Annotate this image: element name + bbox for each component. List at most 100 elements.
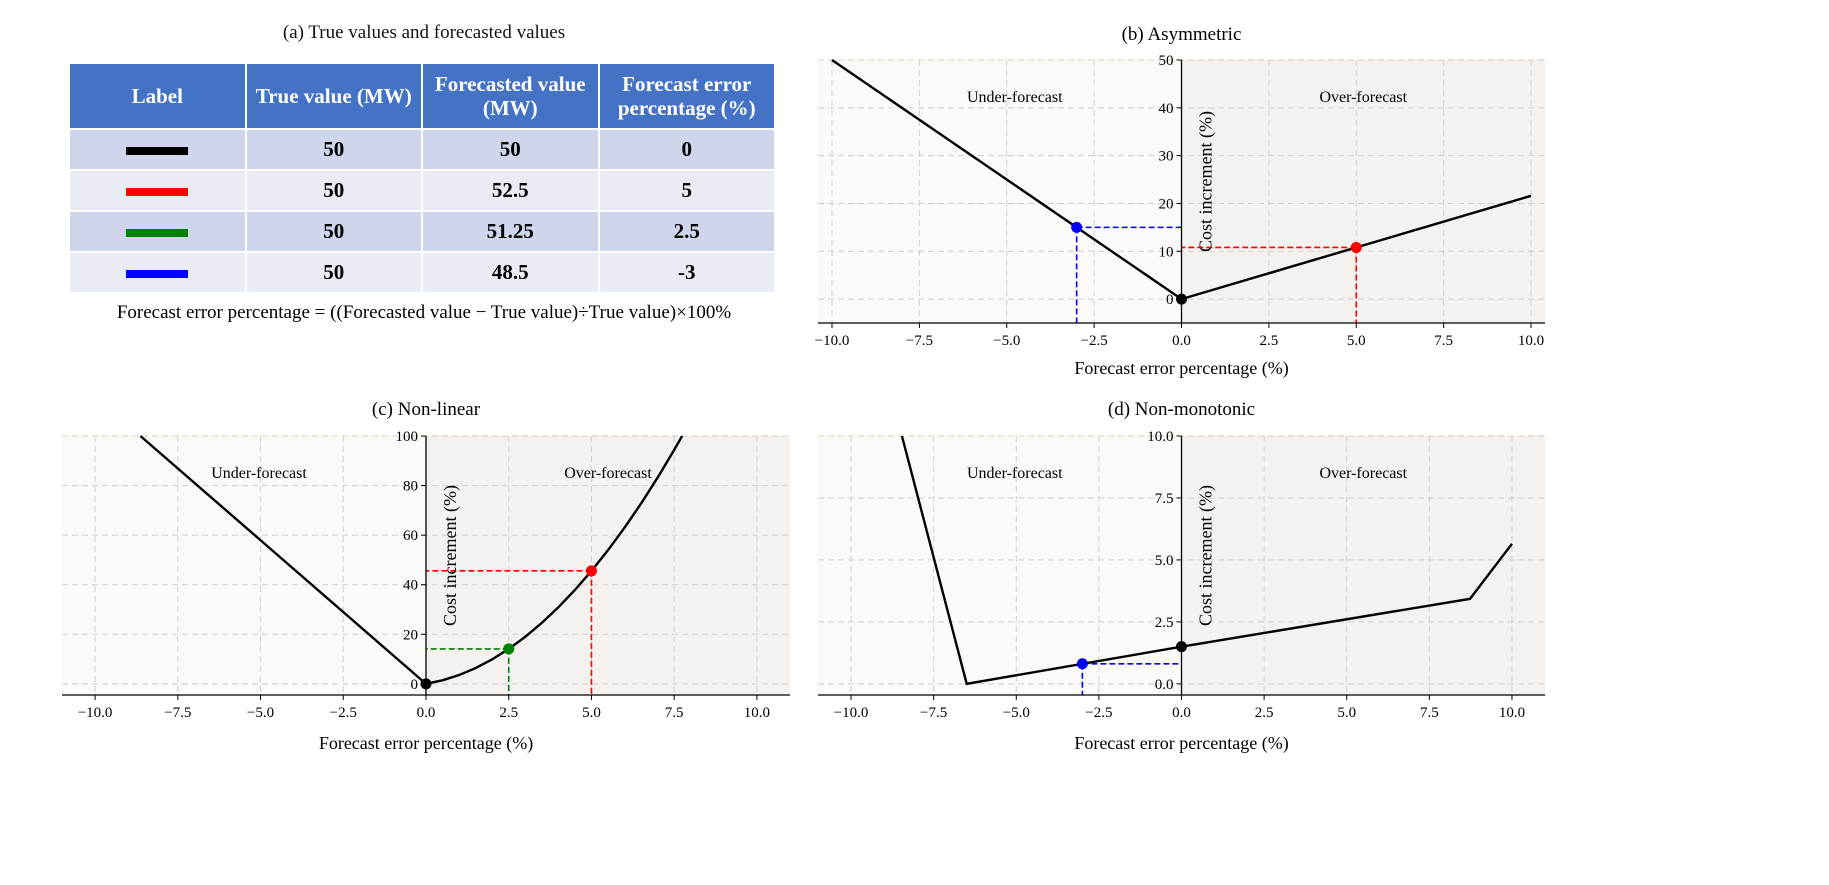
- cost-curve-line: [139, 435, 684, 686]
- error-percentage-cell: -3: [597, 251, 776, 294]
- forecasted-value-cell: 50: [421, 128, 600, 171]
- y-tick-label: 2.5: [1155, 615, 1174, 631]
- table-header-row: Label True value (MW) Forecasted value (…: [68, 64, 776, 130]
- chart-title: (d) Non-monotonic: [1108, 399, 1255, 420]
- y-tick-label: 20: [403, 627, 418, 643]
- label-cell: [68, 169, 247, 212]
- x-tick-label: −7.5: [164, 705, 191, 721]
- header-error-percentage: Forecast error percentage (%): [597, 64, 776, 130]
- y-tick-label: 50: [1159, 53, 1174, 69]
- y-tick-label: 40: [1159, 101, 1174, 117]
- y-axis-label: Cost increment (%): [440, 485, 461, 626]
- under-forecast-region: [818, 436, 1182, 695]
- chart-d: Under-forecast Over-forecast −10.0 −7.5 −5.0…: [818, 399, 1545, 754]
- x-tick-label: 7.5: [665, 705, 684, 721]
- x-tick-label: 10.0: [1499, 705, 1525, 721]
- y-tick-label: 60: [403, 528, 418, 544]
- x-tick-label: −5.0: [1003, 705, 1030, 721]
- y-tick-label: 20: [1159, 196, 1174, 212]
- data-point-marker: [1176, 641, 1187, 653]
- true-value-cell: 50: [244, 169, 423, 212]
- x-tick-label: 0.0: [1172, 333, 1191, 349]
- y-tick-label: 10.0: [1147, 429, 1173, 445]
- label-cell: [68, 251, 247, 294]
- y-tick-label: 80: [403, 479, 418, 495]
- chart-title: (c) Non-linear: [372, 399, 481, 420]
- x-tick-label: 5.0: [582, 705, 601, 721]
- data-point-marker: [1076, 658, 1088, 670]
- x-tick-label: 7.5: [1434, 333, 1453, 349]
- x-tick-label: 2.5: [499, 705, 518, 721]
- table-title: (a) True values and forecasted values: [282, 22, 566, 43]
- y-tick-label: 7.5: [1155, 491, 1174, 507]
- chart-b: Under-forecast Over-forecast −10.0 −7.5 −5.0…: [815, 24, 1545, 379]
- data-point-marker: [420, 678, 432, 690]
- data-point-marker: [1071, 221, 1083, 233]
- x-tick-label: 2.5: [1260, 333, 1279, 349]
- x-tick-label: −7.5: [920, 705, 947, 721]
- header-true-value: True value (MW): [244, 64, 423, 130]
- forecasted-value-cell: 52.5: [421, 169, 600, 212]
- y-tick-label: 30: [1159, 149, 1174, 165]
- y-tick-label: 0: [1166, 292, 1174, 308]
- table-row: 50 51.25 2.5: [68, 210, 776, 253]
- x-tick-label: −10.0: [834, 705, 869, 721]
- y-tick-label: 0.0: [1155, 677, 1174, 693]
- y-tick-label: 100: [396, 429, 419, 445]
- y-tick-label: 40: [403, 578, 418, 594]
- y-tick-label: 0: [411, 677, 419, 693]
- y-tick-label: 10: [1159, 244, 1174, 260]
- true-value-cell: 50: [244, 128, 423, 171]
- under-forecast-region: [62, 436, 426, 695]
- x-tick-label: 10.0: [744, 705, 770, 721]
- under-forecast-label: Under-forecast: [967, 465, 1063, 482]
- error-percentage-cell: 0: [597, 128, 776, 171]
- x-tick-label: −5.0: [247, 705, 274, 721]
- error-percentage-cell: 5: [597, 169, 776, 212]
- header-label: Label: [68, 64, 247, 130]
- over-forecast-label: Over-forecast: [564, 465, 652, 482]
- forecasted-value-cell: 48.5: [421, 251, 600, 294]
- x-tick-label: −2.5: [330, 705, 357, 721]
- over-forecast-label: Over-forecast: [1319, 89, 1407, 106]
- label-cell: [68, 128, 247, 171]
- x-tick-label: −5.0: [993, 333, 1020, 349]
- table-row: 50 50 0: [68, 128, 776, 171]
- chart-title: (b) Asymmetric: [1122, 24, 1242, 45]
- formula-text: Forecast error percentage = ((Forecasted…: [116, 302, 732, 323]
- data-point-marker: [585, 565, 597, 577]
- x-tick-label: −2.5: [1085, 705, 1112, 721]
- data-point-marker: [1176, 293, 1187, 305]
- color-swatch: [126, 147, 189, 156]
- chart-c: Under-forecast Over-forecast −10.0 −7.5 −5.0…: [62, 399, 790, 754]
- x-tick-label: 2.5: [1255, 705, 1274, 721]
- under-forecast-label: Under-forecast: [211, 465, 307, 482]
- color-swatch: [126, 270, 189, 279]
- color-swatch: [126, 229, 189, 238]
- over-forecast-label: Over-forecast: [1319, 465, 1407, 482]
- values-table: Label True value (MW) Forecasted value (…: [68, 64, 776, 294]
- true-value-cell: 50: [244, 210, 423, 253]
- y-axis-label: Cost increment (%): [1196, 485, 1217, 626]
- label-cell: [68, 210, 247, 253]
- forecasted-value-cell: 51.25: [421, 210, 600, 253]
- x-tick-label: −10.0: [78, 705, 113, 721]
- x-tick-label: 7.5: [1420, 705, 1439, 721]
- y-axis-label: Cost increment (%): [1196, 111, 1217, 252]
- header-forecasted-value: Forecasted value (MW): [421, 64, 600, 130]
- x-axis-label: Forecast error percentage (%): [319, 733, 533, 754]
- x-tick-label: −2.5: [1081, 333, 1108, 349]
- error-percentage-cell: 2.5: [597, 210, 776, 253]
- x-tick-label: 5.0: [1347, 333, 1366, 349]
- x-tick-label: −7.5: [906, 333, 933, 349]
- color-swatch: [126, 188, 189, 197]
- over-forecast-region: [1181, 436, 1545, 695]
- table-row: 50 52.5 5: [68, 169, 776, 212]
- over-forecast-region: [426, 436, 790, 695]
- table-row: 50 48.5 -3: [68, 251, 776, 294]
- x-tick-label: 0.0: [1172, 705, 1191, 721]
- x-tick-label: 10.0: [1518, 333, 1544, 349]
- data-point-marker: [1350, 241, 1362, 253]
